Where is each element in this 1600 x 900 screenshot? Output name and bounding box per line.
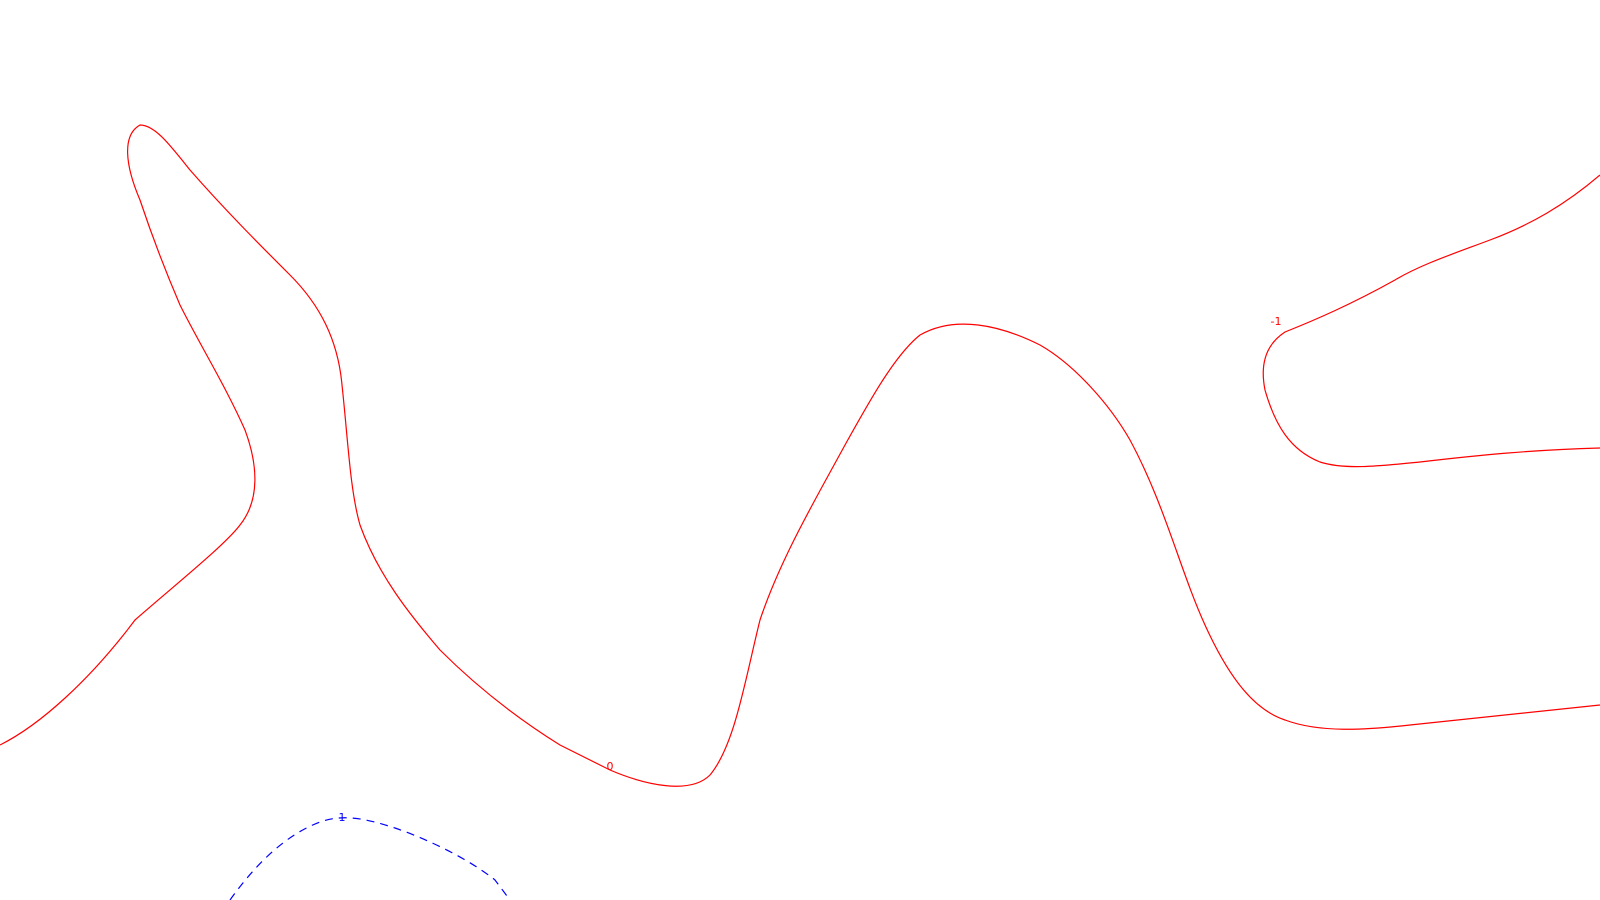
contour-label-level-0: 0 [607,760,614,773]
contour-label-level-1: 1 [339,811,346,824]
contour-line-level-1 [229,817,511,900]
contour-label-level-minus-1: -1 [1271,315,1282,328]
contour-line-level-0 [0,124,1600,787]
contour-line-level-minus-1 [1262,174,1600,468]
